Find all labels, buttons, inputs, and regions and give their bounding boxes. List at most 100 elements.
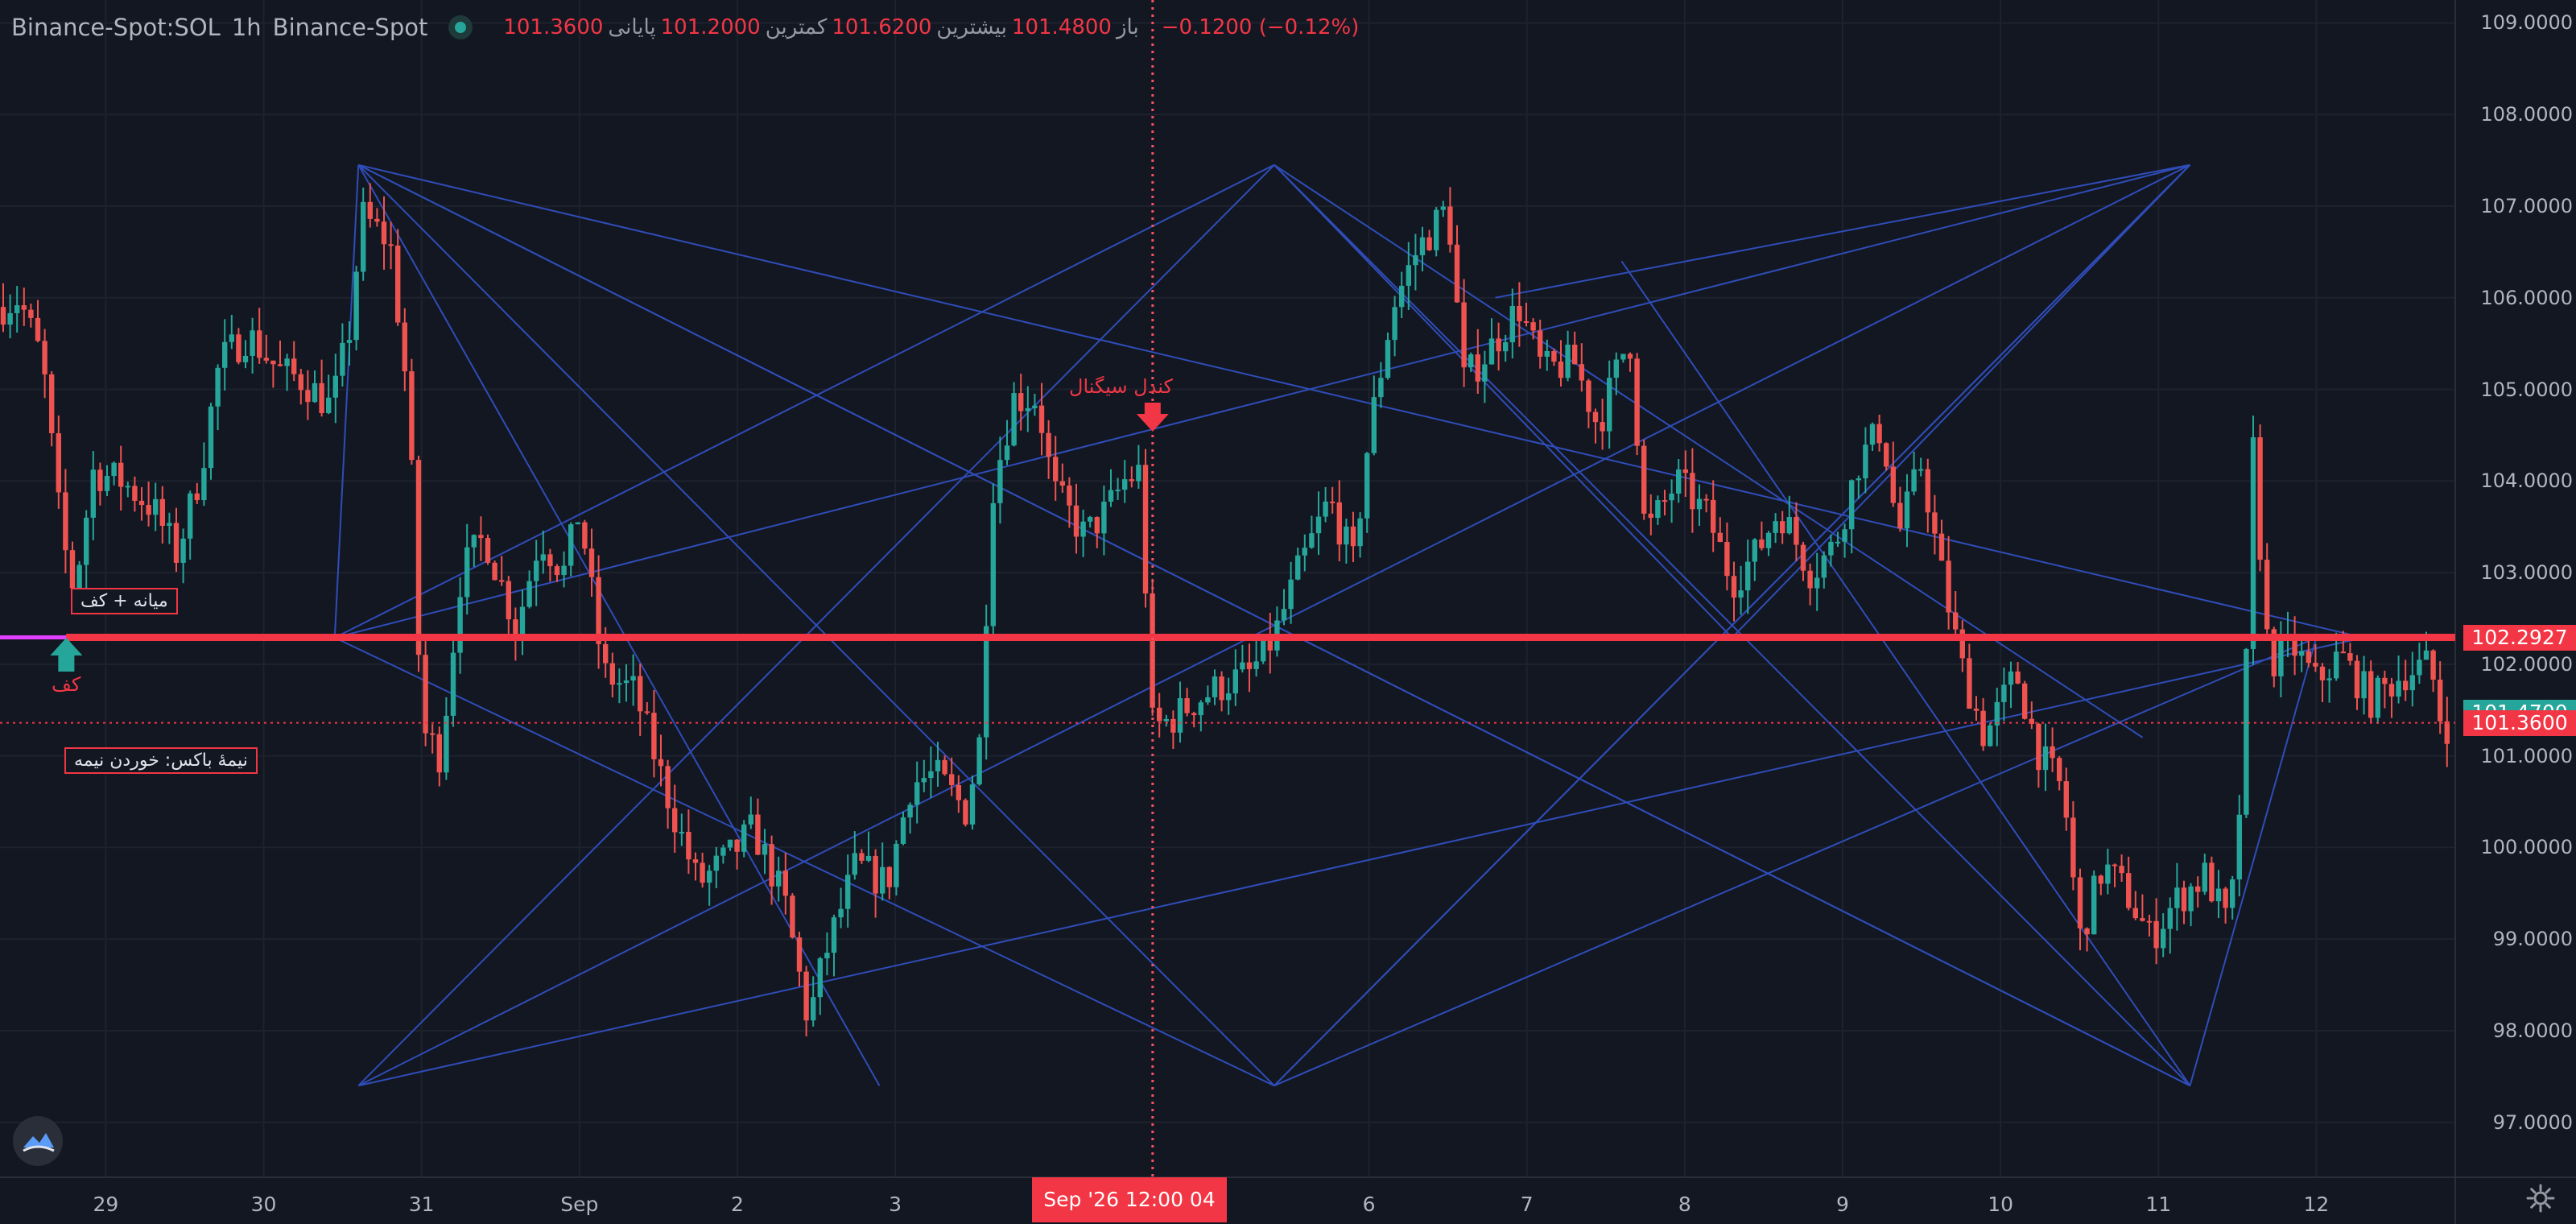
candle-up xyxy=(7,312,13,325)
candle-down xyxy=(1558,362,1564,378)
candle-down xyxy=(485,538,491,563)
candle-down xyxy=(1330,501,1335,503)
candle-down xyxy=(1447,206,1453,245)
candle-down xyxy=(1530,322,1536,331)
candle-up xyxy=(1738,590,1744,598)
candle-up xyxy=(838,908,844,918)
time-tick-label: 11 xyxy=(2145,1193,2172,1216)
candle-up xyxy=(2417,660,2422,676)
candle-up xyxy=(2334,651,2339,679)
candle-up xyxy=(2409,675,2415,691)
candle-up xyxy=(2161,928,2166,949)
candle-down xyxy=(28,309,34,318)
candle-down xyxy=(1059,481,1065,486)
open-value: 101.4800 xyxy=(1011,15,1112,39)
candle-up xyxy=(104,476,110,491)
candle-down xyxy=(374,218,380,222)
candle-down xyxy=(2430,650,2436,680)
candle-down xyxy=(1980,710,1986,746)
high-label: بیشترین xyxy=(936,15,1007,39)
candle-up xyxy=(2326,678,2332,680)
time-tick-label: Sep xyxy=(560,1193,599,1216)
candle-up xyxy=(1101,501,1107,534)
candle-up xyxy=(90,469,96,518)
candle-down xyxy=(2181,887,2187,912)
median-floor-note[interactable]: میانه + کف xyxy=(71,588,178,614)
candle-down xyxy=(603,643,609,664)
candle-up xyxy=(831,917,837,953)
candle-down xyxy=(2444,721,2450,744)
pattern-line xyxy=(334,636,1275,1087)
candle-down xyxy=(638,676,643,712)
candle-down xyxy=(1925,469,1930,513)
candle-down xyxy=(755,814,761,855)
candle-down xyxy=(388,244,394,246)
candle-up xyxy=(880,866,886,894)
candle-up xyxy=(707,870,712,883)
candle-down xyxy=(1627,354,1633,359)
settings-gear-icon[interactable] xyxy=(2526,1184,2555,1213)
candle-down xyxy=(1717,532,1723,543)
candle-up xyxy=(997,460,1003,503)
symbol-label[interactable]: Binance-Spot:SOL xyxy=(11,14,221,41)
candle-down xyxy=(2340,651,2346,654)
candle-up xyxy=(1226,693,1232,701)
candle-down xyxy=(270,360,276,365)
candle-down xyxy=(0,307,6,325)
candle-up xyxy=(1869,424,1876,445)
candle-up xyxy=(2202,862,2207,892)
candle-down xyxy=(963,800,968,825)
pattern-line xyxy=(1731,164,2191,639)
candle-down xyxy=(132,486,138,501)
candle-down xyxy=(2153,920,2159,949)
candle-down xyxy=(409,371,415,461)
candle-up xyxy=(1108,490,1114,502)
candle-down xyxy=(1517,305,1522,321)
pattern-line xyxy=(2189,637,2318,1086)
time-tick-label: 30 xyxy=(250,1193,277,1216)
candle-down xyxy=(2112,864,2118,866)
half-box-note[interactable]: نیمهٔ باکس: خوردن نیمه xyxy=(64,747,258,774)
candle-down xyxy=(796,937,803,972)
candle-down xyxy=(2403,680,2409,691)
candle-down xyxy=(1641,445,1647,514)
candle-up xyxy=(623,680,630,684)
candle-up xyxy=(1434,209,1439,250)
candle-down xyxy=(298,374,303,391)
candle-down xyxy=(1890,466,1896,503)
candle-up xyxy=(361,201,366,272)
candle-up xyxy=(1863,445,1868,478)
interval-label[interactable]: 1h xyxy=(231,14,262,41)
candle-down xyxy=(1073,505,1080,537)
candle-down xyxy=(1246,662,1253,669)
market-status-icon[interactable] xyxy=(448,15,473,39)
candle-up xyxy=(215,367,221,407)
pattern-line xyxy=(333,164,360,638)
candle-up xyxy=(1613,359,1619,378)
candle-down xyxy=(1946,560,1951,613)
candle-down xyxy=(499,580,505,582)
candle-up xyxy=(76,564,82,589)
candle-up xyxy=(340,342,345,376)
candle-down xyxy=(1523,320,1530,323)
candle-down xyxy=(1662,500,1668,502)
candle-up xyxy=(2174,887,2180,908)
candle-up xyxy=(1288,579,1294,610)
candle-down xyxy=(194,493,200,501)
candle-up xyxy=(900,817,906,844)
candle-up xyxy=(1696,498,1703,510)
candle-down xyxy=(2319,666,2326,680)
candle-up xyxy=(852,853,857,875)
candle-up xyxy=(817,958,823,998)
candle-down xyxy=(803,971,809,1021)
candle-down xyxy=(554,566,560,576)
logo-icon[interactable] xyxy=(13,1116,63,1166)
candle-down xyxy=(1780,521,1785,534)
candle-down xyxy=(42,341,47,374)
candle-down xyxy=(263,358,269,361)
support-price-badge: 102.2927 xyxy=(2463,624,2576,651)
candle-down xyxy=(582,522,588,549)
price-tick-label: 106.0000 xyxy=(2480,286,2573,309)
candle-up xyxy=(111,462,117,477)
